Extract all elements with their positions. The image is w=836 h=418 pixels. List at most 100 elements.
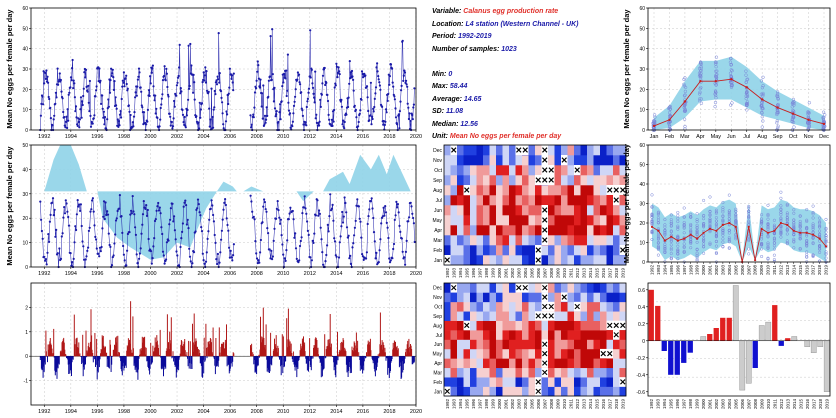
data-point xyxy=(88,226,91,229)
data-point xyxy=(51,197,55,200)
heatmap-cell xyxy=(489,175,497,186)
col-label: 2005 xyxy=(529,268,534,279)
data-point xyxy=(78,126,81,129)
data-point xyxy=(252,113,255,116)
data-point xyxy=(169,207,172,210)
mean-point xyxy=(699,80,702,83)
data-point xyxy=(791,101,795,105)
heatmap-cell xyxy=(457,235,464,246)
info-variable: Variable: Calanus egg production rate xyxy=(432,6,622,19)
heatmap-cell xyxy=(502,185,510,196)
mean-point xyxy=(657,229,660,232)
data-point xyxy=(174,238,177,241)
heatmap-cell xyxy=(600,339,607,350)
heatmap-cell xyxy=(444,175,451,186)
data-point xyxy=(185,114,188,117)
heatmap-cell xyxy=(483,235,490,246)
heatmap-cell xyxy=(522,205,529,216)
heatmap-cell xyxy=(567,301,575,312)
col-label: 2009 xyxy=(555,268,560,279)
data-point xyxy=(205,89,209,92)
data-point xyxy=(663,248,667,252)
heatmap-cell xyxy=(457,155,464,166)
data-point xyxy=(695,228,699,233)
mean-point xyxy=(760,227,763,230)
data-point xyxy=(779,210,783,215)
data-point xyxy=(779,230,783,234)
data-point xyxy=(383,123,386,126)
heatmap-cell xyxy=(444,165,451,176)
data-point xyxy=(734,209,738,213)
heatmap-cell xyxy=(470,225,477,236)
data-point xyxy=(334,84,337,87)
data-point xyxy=(328,118,331,121)
col-label: 2003 xyxy=(516,399,521,410)
data-point xyxy=(124,77,127,80)
col-label: 2017 xyxy=(607,268,612,279)
data-point xyxy=(821,110,826,114)
heatmap-cell xyxy=(606,367,614,378)
data-point xyxy=(708,224,712,228)
heatmap-cell xyxy=(496,225,503,236)
y-tick-label: 30 xyxy=(639,202,645,208)
heatmap-cell xyxy=(600,358,607,369)
data-point xyxy=(760,237,764,241)
heatmap-cell xyxy=(600,215,607,226)
data-point xyxy=(257,259,260,262)
data-point xyxy=(766,212,770,216)
data-point xyxy=(104,201,107,204)
heatmap-cell xyxy=(593,145,601,156)
x-tick-label: 1999 xyxy=(695,265,700,276)
data-point xyxy=(187,98,190,101)
data-point xyxy=(314,70,317,73)
data-point xyxy=(232,243,235,246)
x-tick-label: 1997 xyxy=(682,265,687,276)
data-point xyxy=(178,66,181,69)
data-point xyxy=(824,226,828,230)
plot-frame xyxy=(647,7,831,131)
y-tick-label: -1 xyxy=(24,379,29,385)
heatmap-cell xyxy=(580,195,588,206)
data-point xyxy=(779,235,783,239)
data-point xyxy=(676,252,680,256)
x-tick-label: 2010 xyxy=(277,271,289,277)
row-label: Jul xyxy=(436,333,442,339)
data-point xyxy=(682,94,687,98)
data-point xyxy=(264,121,267,124)
heatmap-cell xyxy=(528,195,536,206)
heatmap-cell xyxy=(561,165,568,176)
data-point xyxy=(136,262,139,265)
data-point xyxy=(74,105,78,108)
data-point xyxy=(216,75,219,78)
data-point xyxy=(279,218,282,221)
data-point xyxy=(215,258,218,261)
data-point xyxy=(775,121,779,125)
data-point xyxy=(818,220,822,224)
data-point xyxy=(206,237,209,240)
data-point xyxy=(232,254,235,257)
heatmap-cell xyxy=(574,205,581,216)
x-tick-label: 2011 xyxy=(772,265,777,275)
data-point xyxy=(747,252,751,256)
x-tick-label: 1997 xyxy=(681,399,686,410)
data-point xyxy=(682,250,686,254)
heatmap-cell xyxy=(515,205,523,216)
heatmap-cell xyxy=(470,205,477,216)
heatmap-cell xyxy=(528,175,536,186)
heatmap-cell xyxy=(528,185,536,196)
heatmap-cell xyxy=(619,283,627,293)
data-point xyxy=(357,205,360,208)
heatmap-cell xyxy=(463,348,471,359)
heatmap-cell xyxy=(535,185,542,196)
heatmap-cell xyxy=(509,195,516,206)
heatmap-cell xyxy=(561,320,568,331)
data-point xyxy=(283,257,286,260)
heatmap-cell xyxy=(567,155,575,166)
heatmap-cell xyxy=(496,175,503,186)
data-point xyxy=(54,102,57,105)
data-point xyxy=(257,77,260,80)
data-point xyxy=(87,101,90,104)
data-point xyxy=(167,239,170,242)
data-point xyxy=(157,201,160,205)
data-point xyxy=(307,233,310,237)
